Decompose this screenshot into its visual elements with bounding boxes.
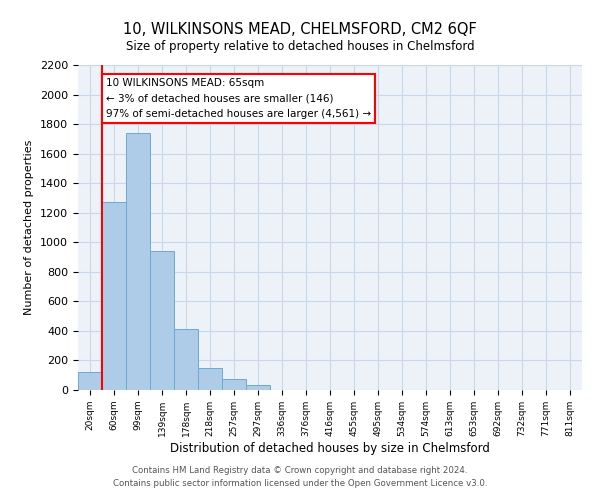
Y-axis label: Number of detached properties: Number of detached properties	[25, 140, 34, 315]
Bar	[246, 385, 270, 390]
X-axis label: Distribution of detached houses by size in Chelmsford: Distribution of detached houses by size …	[170, 442, 490, 454]
Text: Size of property relative to detached houses in Chelmsford: Size of property relative to detached ho…	[125, 40, 475, 53]
Bar	[198, 368, 222, 390]
Text: 10, WILKINSONS MEAD, CHELMSFORD, CM2 6QF: 10, WILKINSONS MEAD, CHELMSFORD, CM2 6QF	[123, 22, 477, 38]
Text: Contains HM Land Registry data © Crown copyright and database right 2024.
Contai: Contains HM Land Registry data © Crown c…	[113, 466, 487, 487]
Bar	[102, 202, 126, 390]
Bar	[174, 328, 198, 390]
Text: 10 WILKINSONS MEAD: 65sqm
← 3% of detached houses are smaller (146)
97% of semi-: 10 WILKINSONS MEAD: 65sqm ← 3% of detach…	[106, 78, 371, 119]
Bar	[126, 133, 150, 390]
Bar	[150, 251, 174, 390]
Bar	[222, 379, 246, 390]
Bar	[78, 372, 102, 390]
